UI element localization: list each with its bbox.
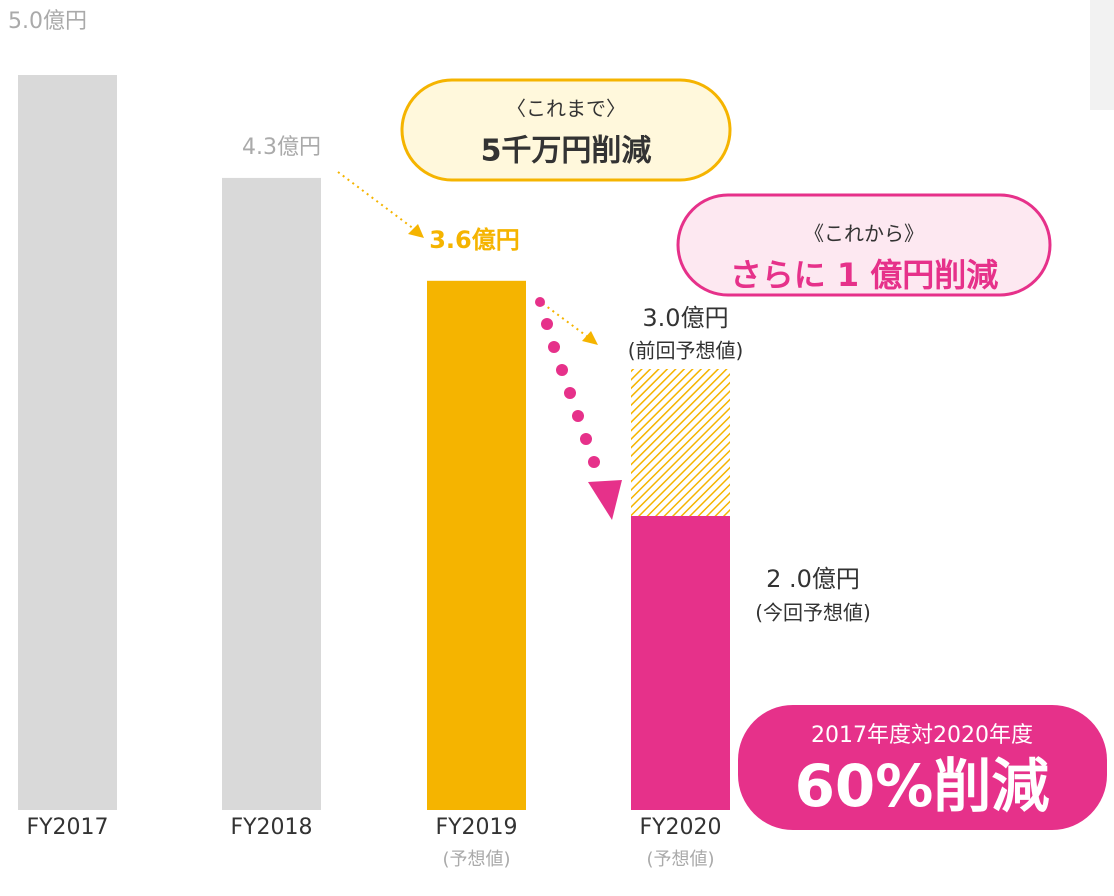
callout-text: さらに 1 億円削減 (730, 256, 999, 294)
value-note: (今回予想値) (755, 601, 871, 625)
value-label: 3.6億円 (429, 226, 520, 254)
callout (400, 78, 732, 182)
scroll-stub (1090, 0, 1114, 110)
callout-text: 5千万円削減 (481, 134, 652, 169)
bar (18, 75, 117, 810)
forecast-label: 3.0億円 (642, 304, 728, 332)
callout (676, 193, 1052, 297)
callout-heading: 〈これまで〉 (506, 97, 626, 121)
x-tick-label: FY2018 (230, 815, 312, 840)
x-tick-label: FY2020 (639, 815, 721, 840)
badge-heading: 2017年度対2020年度 (811, 723, 1033, 748)
forecast-note: (前回予想値) (628, 339, 744, 363)
value-label: 5.0億円 (8, 9, 87, 34)
bar (427, 280, 526, 810)
bar (222, 177, 321, 810)
value-label: 4.3億円 (242, 135, 321, 160)
dotted-arrow (337, 171, 419, 233)
x-tick-label: FY2019 (435, 815, 517, 840)
arrow-head (408, 224, 424, 238)
x-tick-note: (予想値) (442, 849, 510, 870)
badge-text: 60%削減 (795, 752, 1050, 820)
x-tick-note: (予想値) (646, 849, 714, 870)
x-tick-label: FY2017 (26, 815, 108, 840)
value-label: 2 .0億円 (766, 565, 860, 593)
pink-dotted-arrow (535, 297, 622, 520)
bar (631, 516, 730, 810)
arrow-head (582, 331, 598, 345)
callout-heading: 《これから》 (804, 222, 924, 246)
arrows (337, 171, 622, 520)
badge (738, 705, 1107, 830)
